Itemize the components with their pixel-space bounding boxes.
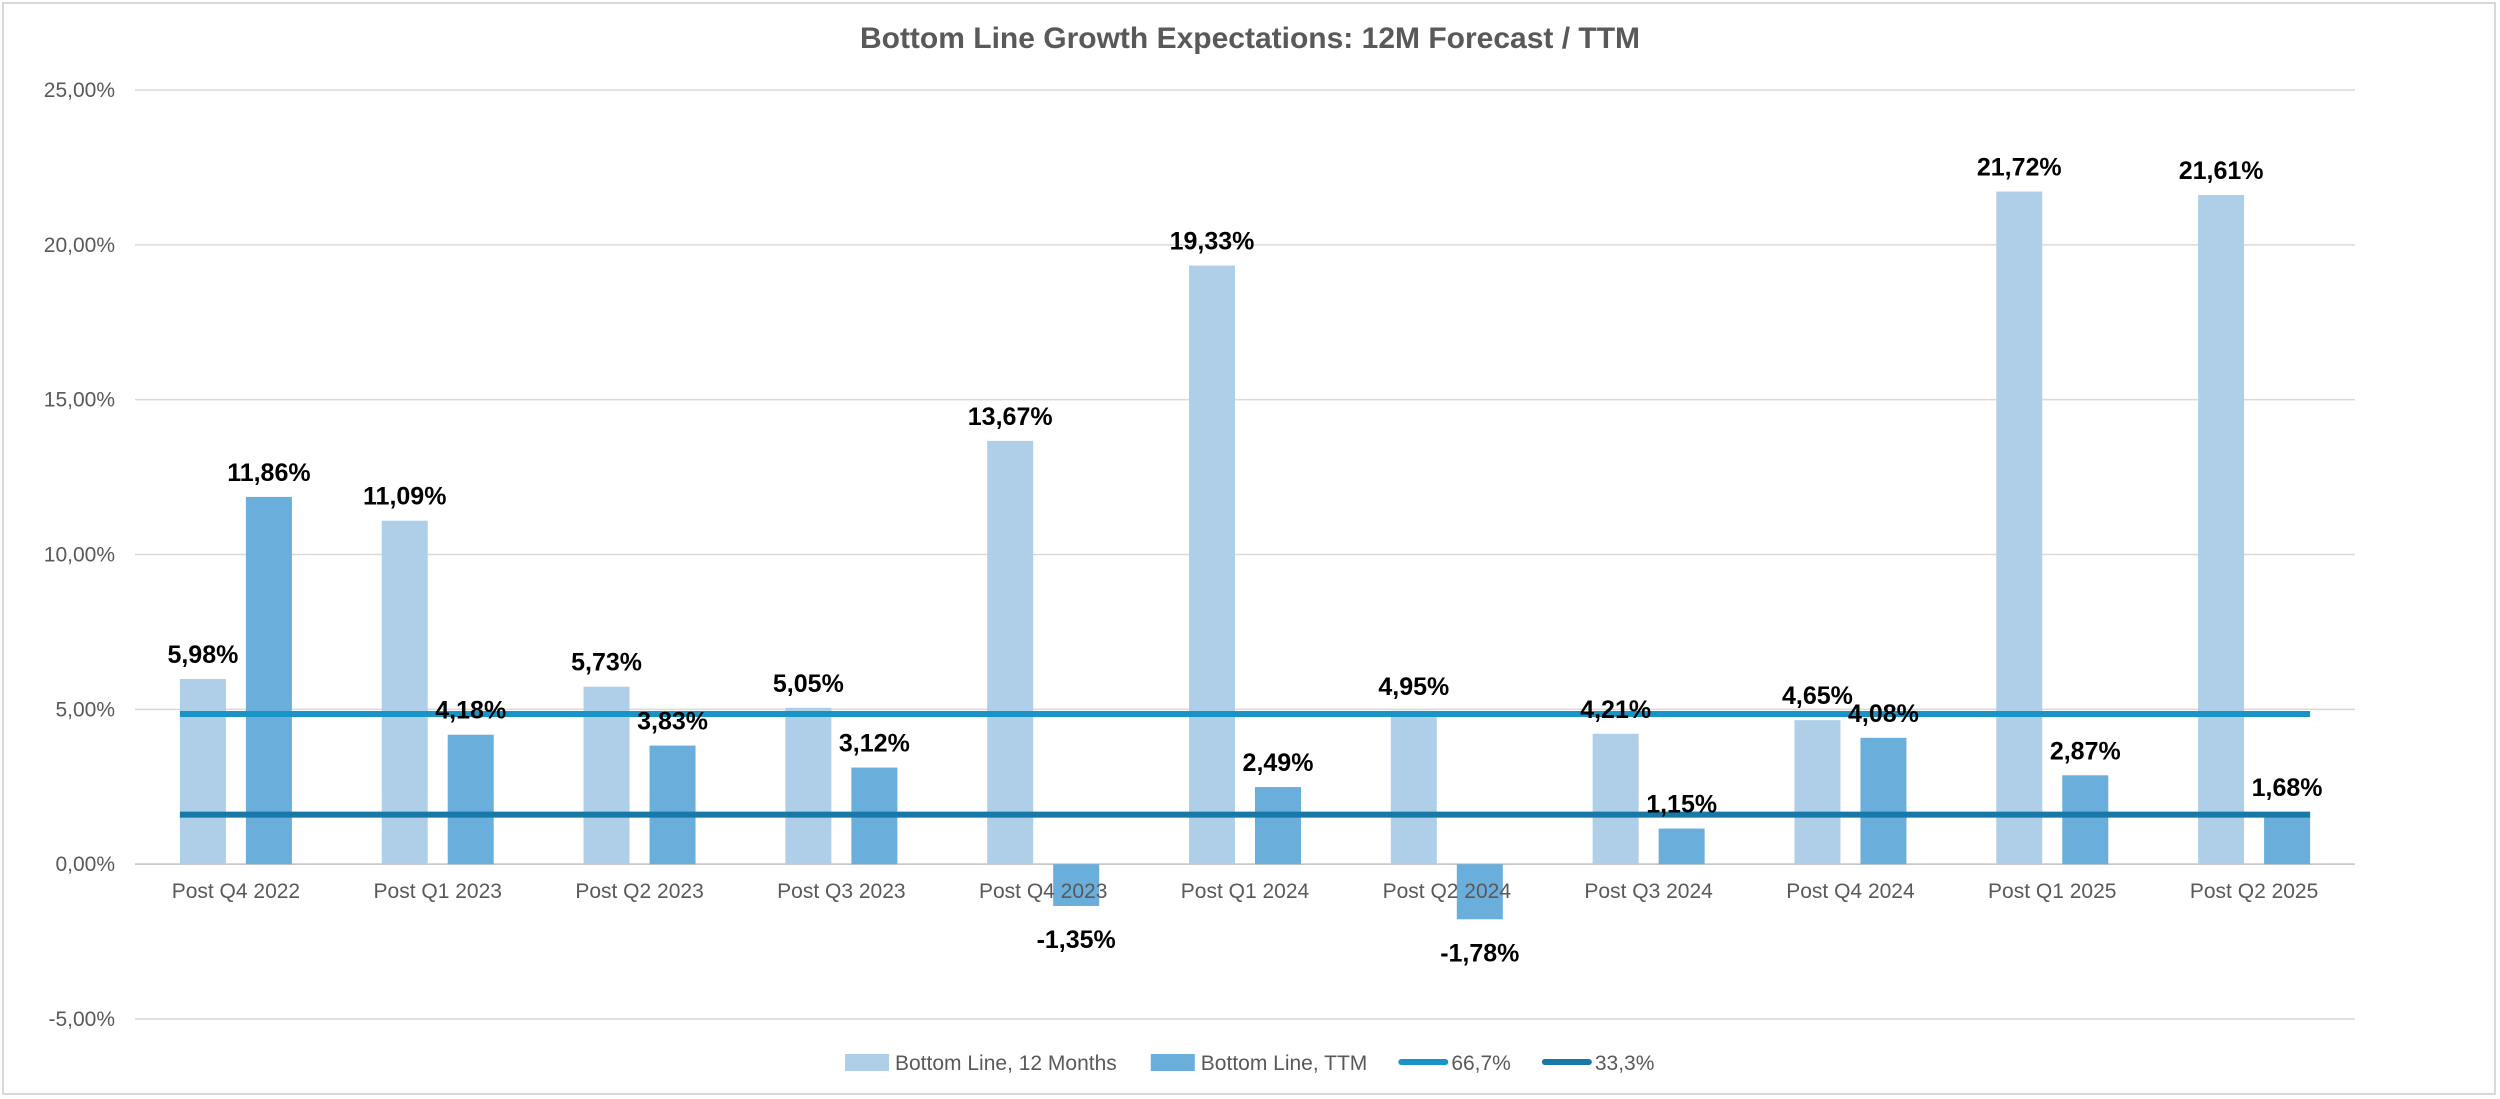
y-tick-label: 20,00% <box>44 234 115 257</box>
data-label: 2,87% <box>2050 737 2121 765</box>
legend-label: 66,7% <box>1451 1052 1511 1075</box>
bar-12m <box>987 440 1034 865</box>
data-labels: 5,98% 11,86% 11,09% 4,18% 5,73% 3,83% 5,05% 3,1… <box>167 154 2322 968</box>
bar-ttm <box>1456 864 1503 920</box>
category-label: Post Q2 2024 <box>1383 880 1512 903</box>
y-axis-ticks: 25,00% 20,00% 15,00% 10,00% 5,00% 0,00% -5,00% <box>44 79 115 1031</box>
category-label: Post Q4 2022 <box>172 880 300 903</box>
category-label: Post Q1 2024 <box>1181 880 1310 903</box>
bar-12m <box>381 520 428 865</box>
bar-12m <box>2198 194 2245 865</box>
bar-12m <box>785 707 832 865</box>
x-axis-categories: Post Q4 2022 Post Q1 2023 Post Q2 2023 Post… <box>172 880 2319 903</box>
data-label: 1,15% <box>1646 791 1717 819</box>
category-label: Post Q2 2023 <box>575 880 703 903</box>
data-label: 21,72% <box>1977 154 2062 182</box>
data-label: 13,67% <box>968 403 1053 431</box>
data-label: -1,78% <box>1440 939 1519 967</box>
bar-ttm <box>1860 737 1907 865</box>
legend-label: Bottom Line, TTM <box>1201 1052 1368 1075</box>
data-label: 11,09% <box>363 483 446 511</box>
gridlines <box>135 89 2355 1020</box>
legend: Bottom Line, 12 Months Bottom Line, TTM 66… <box>845 1052 1654 1075</box>
data-label: 4,65% <box>1782 682 1853 710</box>
bar-ttm <box>2264 812 2311 865</box>
bar-12m <box>179 678 226 865</box>
data-label: 3,83% <box>637 708 708 736</box>
data-label: 4,95% <box>1378 673 1449 701</box>
legend-label: Bottom Line, 12 Months <box>895 1052 1117 1075</box>
data-label: 3,12% <box>839 730 910 758</box>
y-tick-label: 0,00% <box>55 853 115 876</box>
category-label: Post Q1 2023 <box>374 880 502 903</box>
category-label: Post Q4 2023 <box>979 880 1107 903</box>
data-label: 4,18% <box>435 697 506 725</box>
data-label: 19,33% <box>1170 228 1255 256</box>
legend-swatch <box>1150 1054 1195 1071</box>
legend-swatch <box>845 1054 889 1071</box>
y-tick-label: 10,00% <box>44 544 115 567</box>
y-tick-label: -5,00% <box>48 1008 115 1031</box>
reference-lines <box>179 710 2311 818</box>
chart-title: Bottom Line Growth Expectations: 12M For… <box>860 22 1640 55</box>
bar-12m <box>1794 720 1841 865</box>
bar-ttm <box>1255 787 1301 865</box>
bar-ttm <box>447 734 494 865</box>
category-label: Post Q4 2024 <box>1786 880 1915 903</box>
bar-12m <box>1592 733 1639 865</box>
category-label: Post Q1 2025 <box>1988 880 2116 903</box>
category-label: Post Q3 2024 <box>1584 880 1713 903</box>
bars <box>179 191 2311 920</box>
data-label: 11,86% <box>227 459 310 487</box>
data-label: 5,05% <box>773 670 844 698</box>
y-tick-label: 5,00% <box>55 698 115 721</box>
data-label: 4,08% <box>1848 700 1919 728</box>
bar-12m <box>1189 265 1235 865</box>
data-label: 5,73% <box>571 649 642 677</box>
bar-12m <box>1996 191 2043 865</box>
data-label: 4,21% <box>1580 696 1651 724</box>
category-label: Post Q3 2023 <box>777 880 905 903</box>
data-label: 2,49% <box>1243 749 1314 777</box>
legend-label: 33,3% <box>1595 1052 1655 1075</box>
data-label: 5,98% <box>167 641 238 669</box>
y-tick-label: 15,00% <box>44 389 115 412</box>
bar-12m <box>1390 710 1437 865</box>
bar-ttm <box>649 745 696 865</box>
y-tick-label: 25,00% <box>44 79 115 102</box>
category-label: Post Q2 2025 <box>2190 880 2318 903</box>
data-label: 21,61% <box>2179 157 2264 185</box>
data-label: -1,35% <box>1037 926 1116 954</box>
bar-ttm <box>245 496 292 865</box>
bar-ttm <box>1658 828 1705 865</box>
bar-ttm <box>1053 864 1100 906</box>
data-label: 1,68% <box>2252 774 2323 802</box>
bar-ttm <box>2062 775 2109 865</box>
